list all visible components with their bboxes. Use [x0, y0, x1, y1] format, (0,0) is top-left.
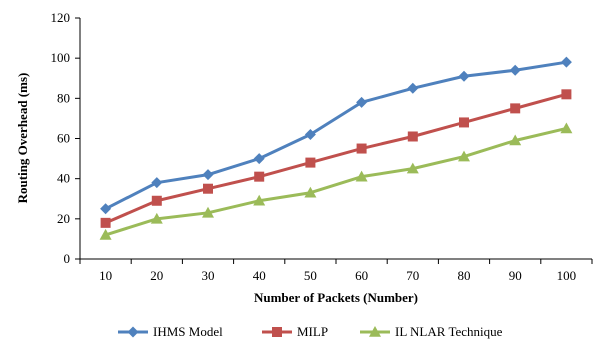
data-point: [151, 177, 163, 189]
x-tick-label: 50: [304, 268, 317, 283]
x-axis-title: Number of Packets (Number): [254, 290, 418, 305]
series-line: [105, 126, 567, 237]
data-point: [560, 56, 572, 68]
data-point: [510, 103, 521, 114]
y-axis-title: Routing Overhead (ms): [15, 73, 30, 204]
legend-item: IL NLAR Technique: [360, 324, 503, 339]
data-point: [99, 228, 112, 240]
data-point: [509, 64, 521, 76]
x-tick-label: 80: [458, 268, 471, 283]
y-tick-label: 60: [57, 131, 70, 146]
legend-label: IHMS Model: [153, 324, 223, 339]
legend-marker: [127, 326, 139, 338]
x-tick-label: 40: [253, 268, 266, 283]
data-point: [459, 117, 469, 128]
data-point: [407, 82, 419, 94]
data-point: [100, 217, 111, 228]
data-point: [560, 122, 573, 134]
data-point: [202, 206, 214, 218]
data-point: [151, 195, 162, 206]
data-point: [509, 134, 522, 146]
x-tick-label: 20: [150, 268, 163, 283]
series-ihms-model: [100, 56, 572, 215]
y-tick-label: 0: [64, 251, 71, 266]
data-point: [355, 170, 368, 182]
data-point: [458, 70, 470, 82]
series-il-nlar-technique: [99, 122, 573, 240]
data-point: [253, 153, 265, 165]
data-point: [304, 186, 317, 198]
data-point: [150, 212, 163, 224]
data-point: [100, 203, 112, 215]
x-tick-label: 10: [99, 268, 112, 283]
data-point: [203, 183, 213, 194]
data-point: [253, 194, 266, 206]
data-point: [406, 162, 419, 174]
x-tick-group: 10 20 30 40 50 60 70 80 90 100: [79, 259, 593, 283]
data-point: [305, 157, 316, 168]
data-point: [254, 171, 265, 182]
x-tick-label: 90: [509, 268, 522, 283]
series-milp: [100, 89, 572, 228]
legend-item: MILP: [262, 324, 328, 339]
legend: IHMS Model MILP IL NLAR Technique: [118, 324, 503, 339]
x-tick-label: 60: [355, 268, 368, 283]
legend-label: IL NLAR Technique: [395, 324, 503, 339]
data-point: [356, 96, 368, 108]
series-line: [105, 92, 567, 225]
legend-marker: [369, 326, 381, 337]
data-point: [304, 128, 316, 140]
series-line: [104, 60, 567, 211]
x-tick-label: 100: [557, 268, 577, 283]
y-tick-group: 0 20 40 60 80 100 120: [51, 10, 80, 266]
data-point: [202, 169, 214, 181]
legend-marker: [272, 327, 282, 337]
data-point: [407, 131, 418, 142]
data-point: [356, 143, 367, 154]
y-tick-label: 120: [51, 10, 71, 25]
data-point: [561, 89, 572, 100]
y-tick-label: 80: [57, 90, 70, 105]
legend-label: MILP: [297, 324, 328, 339]
x-tick-label: 30: [202, 268, 215, 283]
x-tick-label: 70: [406, 268, 419, 283]
legend-item: IHMS Model: [118, 324, 223, 339]
data-point: [458, 150, 470, 162]
y-tick-label: 100: [51, 50, 71, 65]
series-layer: [99, 56, 573, 240]
y-tick-label: 40: [57, 171, 70, 186]
y-tick-label: 20: [57, 211, 70, 226]
